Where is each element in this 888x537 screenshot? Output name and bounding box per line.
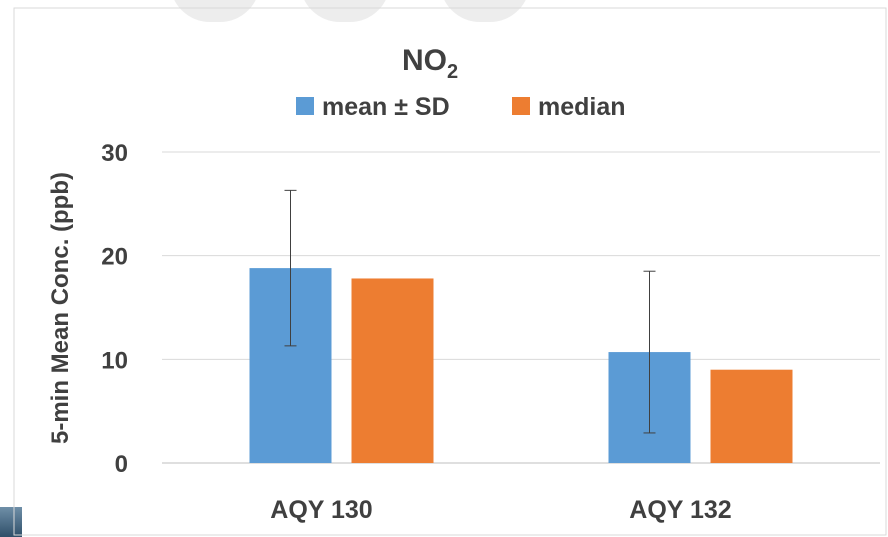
y-tick-labels: 0 10 20 30	[101, 140, 128, 478]
decorative-shape	[300, 0, 390, 22]
chart-title: NO2	[402, 44, 458, 83]
bars	[249, 268, 793, 463]
legend-label-median: median	[538, 93, 626, 121]
legend-swatch-median	[512, 97, 530, 115]
chart-border	[13, 7, 887, 536]
legend: mean ± SD median	[296, 93, 626, 121]
y-tick-label: 10	[101, 347, 128, 374]
error-bars	[284, 189, 656, 434]
y-tick-label: 20	[101, 244, 128, 271]
decorative-shape	[440, 0, 530, 22]
category-label: AQY 130	[270, 496, 372, 524]
chart-title-main: NO	[402, 44, 447, 77]
decorative-shape	[170, 0, 260, 22]
y-tick-label: 0	[115, 451, 128, 478]
y-axis-title: 5-min Mean Conc. (ppb)	[47, 172, 74, 444]
bar-median	[710, 369, 793, 463]
bar-median	[351, 278, 434, 463]
legend-label-mean: mean ± SD	[322, 93, 450, 121]
category-label: AQY 132	[629, 496, 731, 524]
category-labels: AQY 130 AQY 132	[270, 496, 731, 524]
y-tick-label: 30	[101, 140, 128, 167]
decorative-corner	[0, 507, 22, 537]
legend-swatch-mean	[296, 97, 314, 115]
chart-title-subscript: 2	[447, 61, 458, 83]
